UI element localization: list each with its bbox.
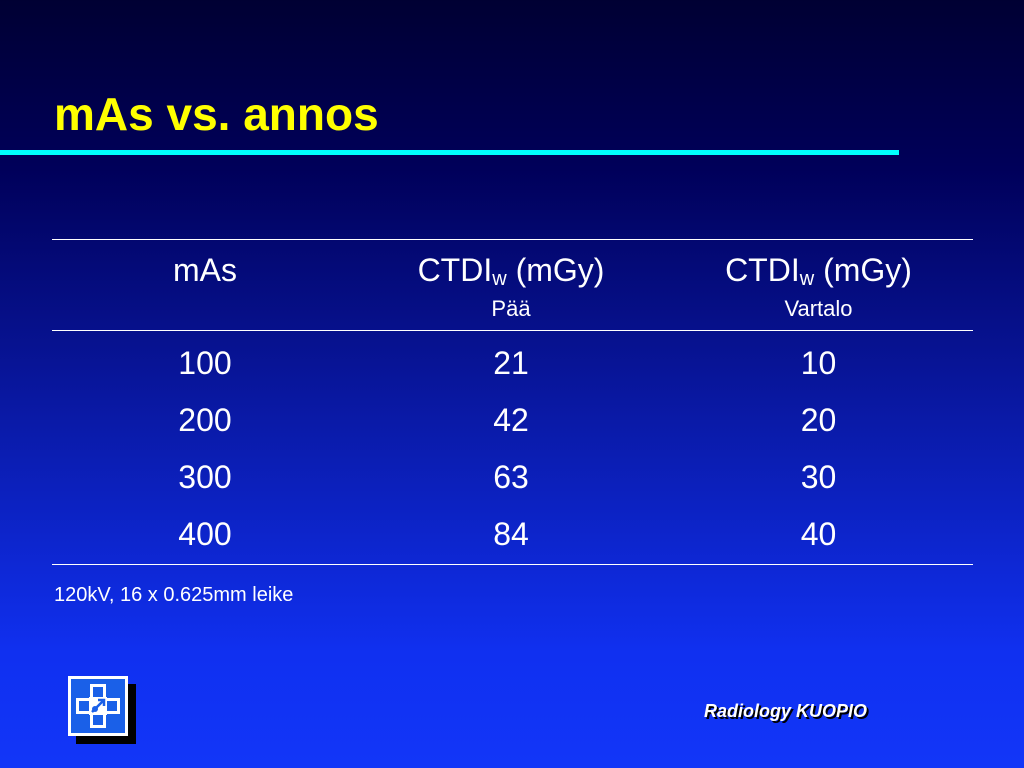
table-header-row: mAs CTDIw (mGy) Pää CTDIw (mGy) Vartalo bbox=[52, 239, 973, 331]
dose-table: mAs CTDIw (mGy) Pää CTDIw (mGy) Vartalo … bbox=[52, 239, 973, 565]
table-cell: 10 bbox=[800, 345, 837, 381]
table-cell: 42 bbox=[493, 402, 529, 438]
header-text: mAs bbox=[173, 252, 237, 288]
header-label: mAs bbox=[52, 250, 358, 290]
medical-cross-logo-icon bbox=[68, 676, 136, 744]
header-text: CTDI bbox=[725, 252, 800, 288]
header-sublabel: Vartalo bbox=[784, 296, 853, 321]
table-cell: 84 bbox=[493, 516, 529, 552]
table-cell: 30 bbox=[800, 459, 837, 495]
slide-title: mAs vs. annos bbox=[54, 88, 379, 140]
table-cell: 200 bbox=[178, 402, 232, 438]
header-subscript: w bbox=[492, 268, 507, 290]
table-cell: 40 bbox=[800, 516, 837, 552]
table-footnote: 120kV, 16 x 0.625mm leike bbox=[54, 584, 294, 606]
header-unit: (mGy) bbox=[814, 252, 912, 288]
header-label: CTDIw (mGy) bbox=[664, 250, 973, 290]
header-mas: mAs bbox=[52, 240, 358, 331]
table-row: 200 42 20 bbox=[52, 392, 973, 449]
header-ctdi-body: CTDIw (mGy) Vartalo bbox=[664, 240, 973, 331]
title-underline-rule bbox=[0, 150, 899, 155]
header-text: CTDI bbox=[417, 252, 493, 288]
table-cell: 100 bbox=[178, 345, 232, 381]
table-cell: 20 bbox=[800, 402, 837, 438]
table-cell: 300 bbox=[178, 459, 232, 495]
table-row: 400 84 40 bbox=[52, 506, 973, 565]
header-unit: (mGy) bbox=[506, 252, 605, 288]
header-subscript: w bbox=[799, 268, 815, 290]
header-ctdi-head: CTDIw (mGy) Pää bbox=[358, 240, 664, 331]
table-row: 100 21 10 bbox=[52, 331, 973, 393]
header-label: CTDIw (mGy) bbox=[358, 250, 664, 290]
table-cell: 400 bbox=[178, 516, 232, 552]
table-row: 300 63 30 bbox=[52, 449, 973, 506]
table-cell: 21 bbox=[493, 345, 529, 381]
brand-label: Radiology KUOPIO bbox=[704, 701, 868, 721]
header-sublabel: Pää bbox=[491, 296, 531, 321]
table-cell: 63 bbox=[493, 459, 529, 495]
